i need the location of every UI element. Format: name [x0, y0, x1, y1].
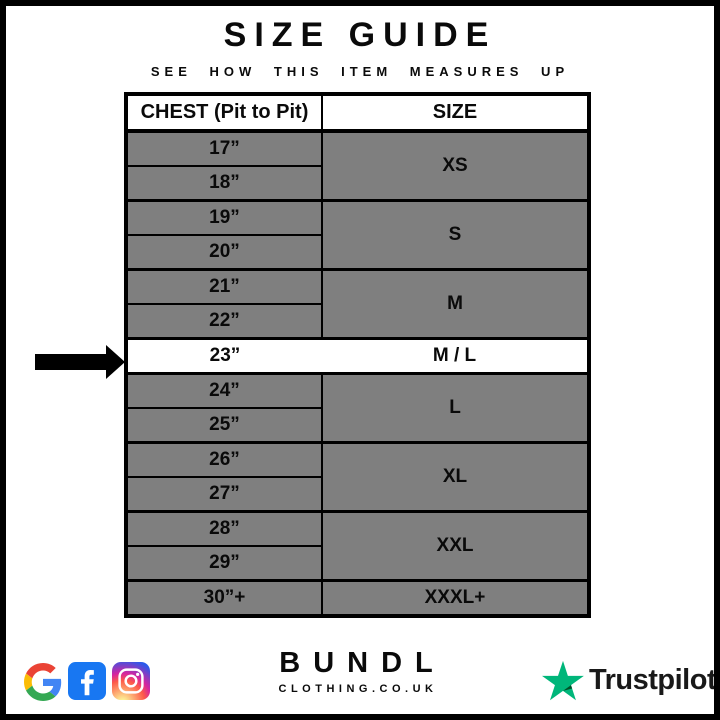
table-row: 20” — [125, 234, 589, 271]
table-row: 27” — [125, 476, 589, 513]
chest-cell: 29” — [125, 545, 323, 582]
row-indicator-arrow-icon — [35, 344, 125, 380]
trustpilot-logo[interactable]: Trustpilot — [542, 660, 717, 701]
table-header-row: CHEST (Pit to Pit) SIZE — [125, 93, 590, 133]
highlighted-table-row: 23” M / L — [125, 337, 590, 375]
page-title: SIZE GUIDE — [223, 16, 497, 54]
chest-cell: 24” — [125, 372, 323, 409]
chest-cell: 18” — [125, 165, 323, 202]
size-guide-table: CHEST (Pit to Pit) SIZE 17” XS 18” 19” S… — [124, 92, 591, 618]
chest-cell: 19” — [125, 199, 323, 236]
table-row: 25” — [125, 407, 589, 444]
table-row: 17” XS — [125, 129, 590, 202]
table-row: 19” S — [125, 199, 590, 271]
table-row: 28” XXL — [125, 510, 590, 582]
social-icons — [24, 662, 150, 701]
table-row: 26” XL — [125, 441, 590, 513]
google-icon[interactable] — [24, 662, 62, 701]
arrow-head — [106, 345, 125, 379]
brand-logo: BUNDL CLOTHING.CO.UK — [216, 647, 496, 695]
chest-cell: 30”+ — [125, 579, 323, 617]
size-cell: XL — [321, 441, 590, 513]
table-row: 18” — [125, 165, 589, 202]
chest-cell: 25” — [125, 407, 323, 444]
trustpilot-star-icon — [542, 660, 584, 701]
size-cell: L — [321, 372, 590, 444]
arrow-shaft — [35, 354, 106, 370]
table-row: 22” — [125, 303, 589, 340]
brand-name: BUNDL — [279, 647, 446, 679]
table-row: 24” L — [125, 372, 590, 444]
size-cell: S — [321, 199, 590, 271]
table-row: 29” — [125, 545, 589, 582]
chest-column-header: CHEST (Pit to Pit) — [125, 93, 323, 133]
chest-cell: 21” — [125, 268, 323, 305]
size-column-header: SIZE — [321, 93, 590, 133]
size-cell: XS — [321, 129, 590, 202]
chest-cell: 23” — [125, 337, 322, 375]
page-subtitle: SEE HOW THIS ITEM MEASURES UP — [150, 64, 570, 79]
chest-cell: 22” — [125, 303, 323, 340]
size-cell: XXL — [321, 510, 590, 582]
chest-cell: 28” — [125, 510, 323, 547]
chest-cell: 20” — [125, 234, 323, 271]
size-cell: M / L — [322, 337, 590, 375]
instagram-icon[interactable] — [112, 662, 150, 700]
brand-domain: CLOTHING.CO.UK — [278, 683, 438, 695]
table-row: 21” M — [125, 268, 590, 340]
size-cell: M — [321, 268, 590, 340]
chest-cell: 17” — [125, 129, 323, 167]
chest-cell: 27” — [125, 476, 323, 513]
size-cell: XXXL+ — [321, 579, 590, 617]
facebook-icon[interactable] — [68, 662, 106, 700]
trustpilot-label: Trustpilot — [589, 664, 717, 696]
table-row: 30”+ XXXL+ — [125, 579, 590, 617]
chest-cell: 26” — [125, 441, 323, 478]
